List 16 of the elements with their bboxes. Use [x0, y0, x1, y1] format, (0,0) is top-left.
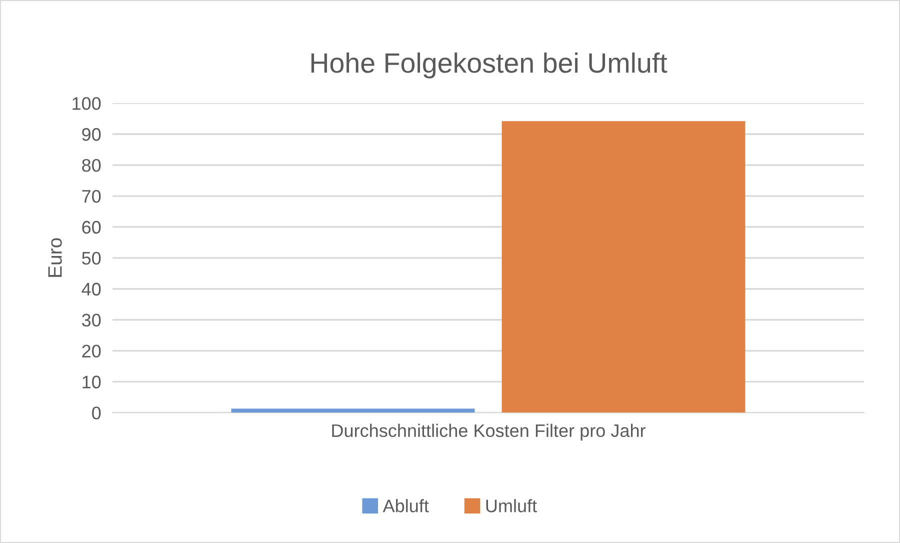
y-tick-label: 90	[82, 128, 101, 141]
y-tick-label: 100	[72, 97, 101, 110]
y-tick-label: 30	[82, 314, 101, 327]
y-axis-title: Euro	[48, 238, 62, 277]
y-tick-label: 50	[82, 252, 101, 265]
chart-title: Hohe Folgekosten bei Umluft	[311, 52, 668, 78]
y-tick-label: 10	[82, 376, 101, 388]
legend-label: Umluft	[486, 499, 537, 512]
y-tick-label: 0	[92, 406, 101, 420]
y-tick-label: 80	[82, 159, 101, 172]
y-tick-label: 40	[82, 282, 101, 296]
y-tick-label: 70	[82, 190, 101, 203]
y-tick-label: 60	[82, 220, 101, 234]
legend-label: Abluft	[382, 499, 429, 512]
y-tick-label: 20	[82, 344, 101, 358]
x-tick-label: Durchschnittliche Kosten Filter pro Jahr	[332, 424, 646, 441]
